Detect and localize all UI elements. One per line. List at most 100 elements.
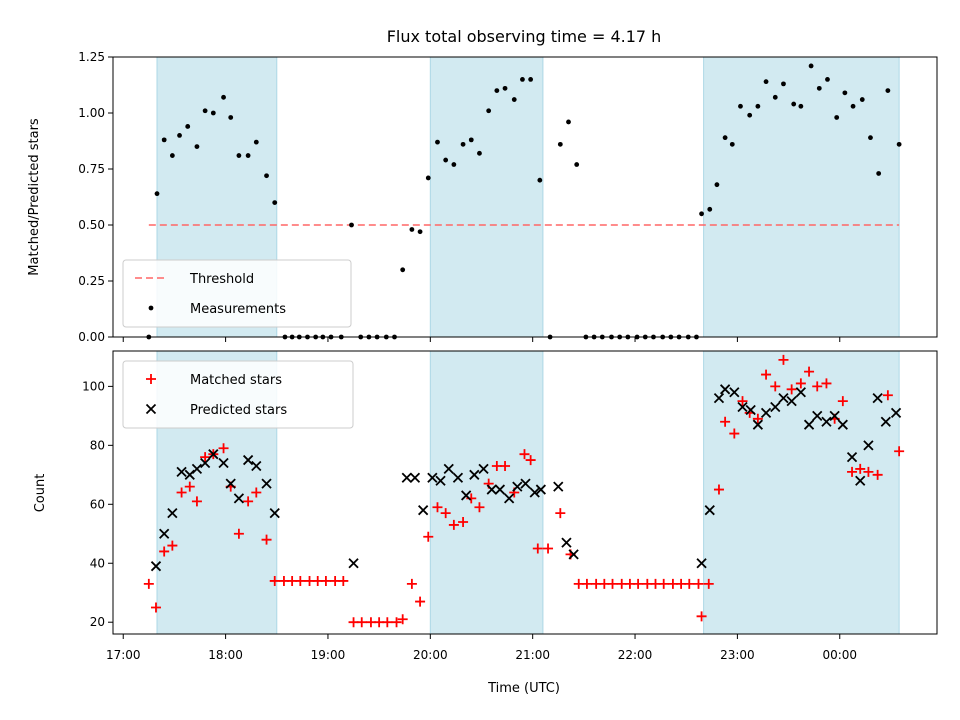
matched-star-point [703, 578, 714, 589]
matched-star-point [200, 452, 211, 463]
measurement-point [520, 77, 525, 82]
matched-star-point [382, 617, 393, 628]
top-plot-frame [112, 56, 938, 338]
measurement-point [808, 63, 814, 69]
bottom-shaded-interval-1 [429, 350, 544, 635]
matched-star-point [786, 384, 797, 395]
top-y-tick-label: 0.25 [78, 274, 105, 288]
measurement-point [781, 81, 786, 87]
measurement-point [763, 79, 769, 85]
measurement-point [747, 112, 753, 118]
predicted-star-point [443, 463, 454, 475]
predicted-star-point [561, 537, 572, 548]
matched-star-point [519, 449, 530, 460]
matched-star-point [406, 578, 417, 589]
matched-star-point [320, 575, 331, 586]
bottom-y-axis-label: Count [33, 474, 48, 513]
measurement-point [896, 141, 902, 147]
measurement-point [451, 162, 457, 167]
measurement-point [236, 153, 242, 158]
predicted-star-point [494, 484, 506, 495]
measurement-point [494, 88, 500, 93]
measurement-point [574, 162, 580, 167]
measurement-point [876, 171, 882, 176]
matched-star-point [233, 528, 244, 539]
matched-star-point [855, 463, 866, 474]
measurement-point [245, 153, 251, 158]
matched-star-point [812, 381, 823, 392]
matched-star-point [696, 611, 707, 622]
predicted-star-point [535, 484, 547, 495]
top-panel: 0.00 0.25 0.50 0.75 1.00 1.25 Threshold Measure… [78, 50, 938, 344]
matched-star-point [167, 540, 178, 551]
measurement-point [221, 94, 226, 100]
measurement-point [707, 206, 713, 212]
matched-star-point [525, 455, 536, 466]
predicted-star-point [719, 384, 731, 395]
top-shaded-interval-1 [429, 56, 544, 338]
predicted-star-point [208, 449, 219, 460]
matched-star-point [761, 369, 772, 380]
predicted-star-point [418, 505, 429, 516]
predicted-star-point [829, 410, 840, 421]
predicted-star-point [512, 481, 523, 492]
top-legend: Threshold Measurements [122, 259, 352, 328]
predicted-star-point [503, 493, 515, 504]
predicted-star-point [401, 472, 412, 483]
predicted-star-point [737, 401, 748, 413]
top-y-tick-label: 1.00 [78, 106, 105, 120]
measurement-point [528, 77, 534, 82]
predicted-star-point [778, 393, 789, 404]
bottom-y-tick-label: 60 [90, 497, 105, 511]
measurement-point [557, 141, 563, 147]
matched-star-point [847, 466, 858, 477]
measurement-point [699, 211, 704, 217]
measurement-point [825, 77, 830, 82]
measurement-point [859, 97, 865, 102]
bottom-legend: Matched stars Predicted stars [122, 360, 354, 429]
matched-star-point [423, 531, 434, 542]
bottom-panel: 20 40 60 80 100 17:00 18:00 19:00 20:00 21:00 22:0… [82, 350, 938, 662]
top-y-tick-label: 1.25 [78, 50, 105, 64]
bottom-plot-frame [112, 350, 938, 635]
top-y-tick-label: 0.50 [78, 218, 105, 232]
predicted-star-point [752, 419, 764, 430]
matched-star-point [397, 614, 408, 625]
matched-star-point [821, 378, 832, 389]
matched-star-point [440, 508, 451, 519]
measurement-point [755, 103, 761, 109]
predicted-star-point [520, 478, 531, 489]
predicted-star-point [837, 419, 848, 430]
measurement-point [738, 103, 743, 109]
measurement-point [161, 137, 167, 143]
matched-star-point [415, 596, 426, 607]
x-tick-label: 19:00 [311, 648, 346, 662]
matched-star-point [737, 396, 748, 407]
legend-entry-label: Measurements [190, 302, 286, 317]
matched-star-point [243, 496, 254, 507]
matched-star-point [872, 469, 883, 480]
measurement-point [177, 133, 182, 138]
measurement-point [486, 108, 492, 114]
predicted-star-point [821, 416, 832, 427]
x-tick-label: 23:00 [720, 648, 755, 662]
matched-star-point [882, 390, 893, 401]
predicted-star-point [529, 487, 540, 498]
matched-star-point [837, 396, 848, 407]
matched-star-point [543, 543, 554, 554]
matched-star-point [432, 502, 443, 513]
measurement-point [791, 101, 797, 107]
top-y-tick-label: 0.00 [78, 330, 105, 344]
top-y-axis-label: Matched/Predicted stars [27, 118, 42, 276]
x-tick-label: 20:00 [413, 648, 448, 662]
measurement-point [194, 144, 200, 150]
matched-star-point [778, 354, 789, 365]
matched-star-point [261, 534, 272, 545]
predicted-star-point [233, 493, 245, 504]
matched-star-point [633, 578, 644, 589]
predicted-star-point [150, 561, 162, 572]
matched-star-point [448, 519, 459, 530]
legend-measurements-swatch [148, 305, 154, 311]
predicted-star-point [348, 558, 359, 569]
predicted-star-point [872, 393, 883, 404]
